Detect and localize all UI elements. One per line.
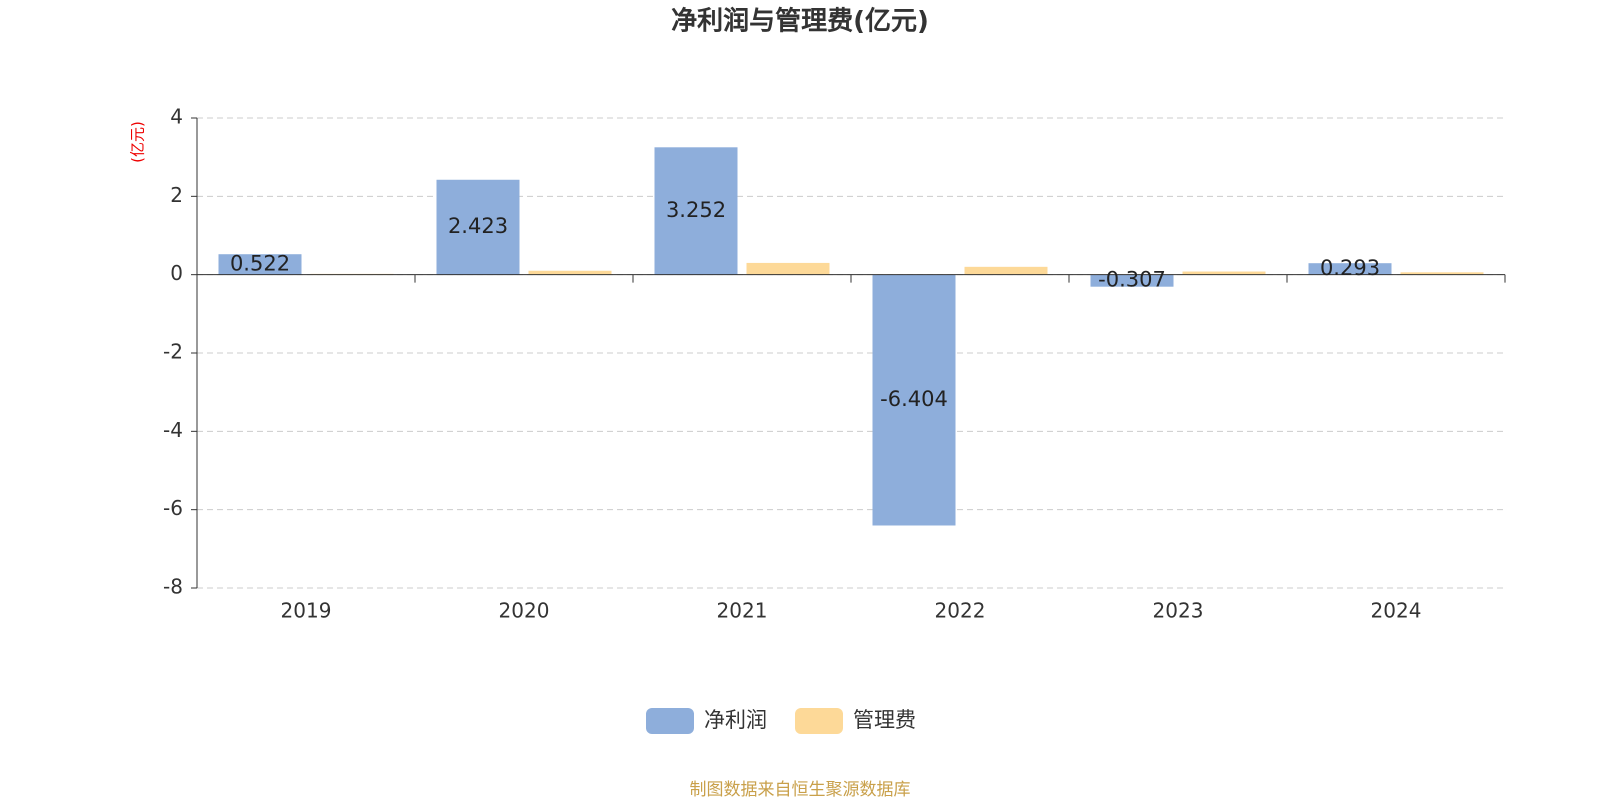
bar (1400, 272, 1484, 275)
bar (654, 147, 738, 275)
y-tick-label: 2 (170, 183, 183, 207)
bar (1308, 263, 1392, 275)
legend-swatch (646, 708, 694, 734)
y-tick-label: -8 (163, 575, 183, 599)
y-tick-label: 0 (170, 261, 183, 285)
data-label: -6.404 (880, 387, 948, 411)
y-tick-label: -6 (163, 496, 183, 520)
x-tick-label: 2024 (1371, 599, 1422, 623)
bar (964, 266, 1048, 275)
bar (218, 254, 302, 275)
data-label: 0.522 (230, 251, 290, 275)
data-label: 2.423 (448, 214, 508, 238)
bar (872, 274, 956, 526)
legend-label: 管理费 (853, 708, 916, 732)
bar (1090, 274, 1174, 287)
bar (528, 270, 612, 275)
y-tick-label: -4 (163, 418, 183, 442)
bar (436, 179, 520, 275)
x-tick-label: 2023 (1153, 599, 1204, 623)
legend-swatch (795, 708, 843, 734)
data-label: 0.293 (1320, 256, 1380, 280)
y-tick-label: 4 (170, 105, 183, 129)
bar (1182, 271, 1266, 275)
bar (746, 262, 830, 275)
x-tick-label: 2019 (281, 599, 332, 623)
y-tick-label: -2 (163, 340, 183, 364)
legend-label: 净利润 (704, 708, 767, 732)
x-tick-label: 2020 (499, 599, 550, 623)
x-tick-label: 2022 (935, 599, 986, 623)
data-label: -0.307 (1098, 268, 1166, 292)
y-axis-label: (亿元) (129, 121, 147, 163)
data-label: 3.252 (666, 198, 726, 222)
chart-title: 净利润与管理费(亿元) (671, 6, 929, 37)
source-note: 制图数据来自恒生聚源数据库 (690, 780, 911, 800)
x-tick-label: 2021 (717, 599, 768, 623)
